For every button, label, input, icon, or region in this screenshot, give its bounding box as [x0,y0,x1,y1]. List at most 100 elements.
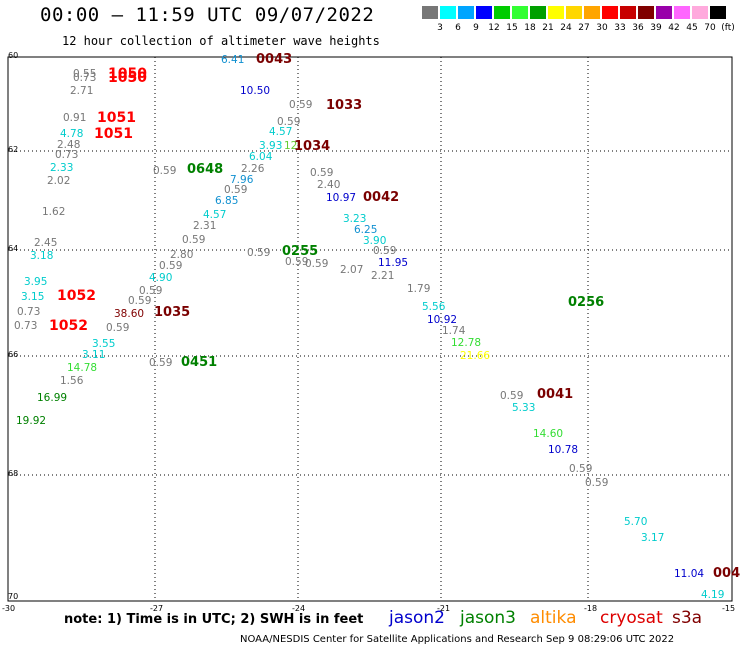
color-scale-swatch [656,6,672,19]
wave-height-value: 5.33 [512,402,536,414]
pass-time-label: 1051 [97,110,136,126]
wave-height-value: 4.57 [269,126,293,138]
pass-time-label: 004 [713,566,740,581]
color-scale-swatch [602,6,618,19]
wave-height-value: 0.73 [14,320,38,332]
color-scale-swatch [548,6,564,19]
latitude-label: 60 [8,51,19,60]
color-scale-swatch [620,6,636,19]
color-scale-swatch [674,6,690,19]
pass-time-label: 0648 [187,162,224,177]
pass-time-label: 1035 [154,305,191,320]
wave-height-value: 38.60 [114,308,145,320]
color-scale-swatch [476,6,492,19]
longitude-label: -30 [2,604,16,613]
wave-height-value: 0.59 [305,258,329,270]
wave-height-value: 0.59 [585,477,609,489]
pass-time-label: 0041 [537,387,574,402]
color-scale-label: 9 [473,23,479,33]
wave-height-value: 3.23 [343,213,367,225]
wave-height-value: 3.90 [363,235,387,247]
longitude-label: -27 [150,604,164,613]
wave-height-value: 11.95 [378,257,409,269]
wave-height-value: 2.31 [193,220,217,232]
wave-height-value: 0.59 [128,295,152,307]
satellite-s3a: s3a [672,608,703,628]
wave-height-value: 0.55 [73,68,97,80]
color-scale-label: 70 [704,23,716,33]
latitude-label: 68 [8,469,19,478]
wave-height-value: 4.78 [60,128,84,140]
wave-height-value: 0.59 [159,260,183,272]
wave-height-value: 4.19 [701,589,725,601]
wave-height-value: 10.78 [548,444,579,456]
satellite-cryosat: cryosat [600,608,663,628]
wave-height-value: 2.40 [317,179,341,191]
color-scale-swatch [422,6,438,19]
wave-height-value: 0.59 [569,463,593,475]
wave-height-value: 10.92 [427,314,458,326]
wave-height-value: 0.59 [224,184,248,196]
color-scale-swatch [494,6,510,19]
color-scale-label: 21 [542,23,554,33]
wave-height-value: 6.04 [249,151,273,163]
wave-height-value: 0.59 [153,165,177,177]
color-scale-label: 45 [686,23,698,33]
longitude-label: -24 [292,604,306,613]
latitude-label: 62 [8,145,19,154]
wave-height-value: 21.66 [460,350,491,362]
pass-time-label: 1051 [94,126,133,142]
latitude-label: 64 [8,244,19,253]
pass-time-label: 1050 [108,66,147,82]
wave-height-value: 3.93 [259,140,283,152]
color-scale-label: 18 [524,23,536,33]
wave-height-value: 2.33 [50,162,74,174]
wave-height-value: 6.85 [215,195,239,207]
wave-height-value: 0.59 [500,390,524,402]
wave-height-value: 14.78 [67,362,98,374]
wave-height-value: 0.59 [149,357,173,369]
color-scale-label: 15 [506,23,518,33]
wave-height-value: 4.90 [149,272,173,284]
wave-height-value: 12 [284,140,298,152]
color-scale-label: 6 [455,23,461,33]
wave-height-value: 16.99 [37,392,68,404]
wave-height-value: 12.78 [451,337,482,349]
longitude-label: -21 [437,604,451,613]
color-scale-swatch [440,6,456,19]
credit-footer: NOAA/NESDIS Center for Satellite Applica… [240,634,675,645]
page-title: 00:00 – 11:59 UTC 09/07/2022 [40,4,375,26]
units-note: note: 1) Time is in UTC; 2) SWH is in fe… [64,612,364,627]
wave-height-value: 0.59 [285,256,309,268]
wave-height-value: 3.55 [92,338,116,350]
wave-height-value: 0.59 [277,116,301,128]
wave-height-value: 5.70 [624,516,648,528]
longitude-label: -15 [722,604,736,613]
wave-height-value: 10.50 [240,85,271,97]
satellite-altika: altika [530,608,577,628]
color-scale-swatch [512,6,528,19]
wave-height-value: 3.17 [641,532,665,544]
color-scale-label: 27 [578,23,590,33]
wave-height-value: 14.60 [533,428,564,440]
color-scale-label: 33 [614,23,626,33]
color-scale-label: 42 [668,23,680,33]
wave-height-value: 3.95 [24,276,48,288]
longitude-label: -18 [584,604,598,613]
wave-height-value: 0.59 [373,245,397,257]
pass-time-label: 0451 [181,355,218,370]
wave-height-value: 2.07 [340,264,364,276]
wave-height-value: 3.11 [82,349,106,361]
wave-height-value: 19.92 [16,415,47,427]
wave-height-value: 7.96 [230,174,254,186]
wave-height-value: 0.59 [139,285,163,297]
pass-time-label: 0042 [363,190,400,205]
color-scale-label: 24 [560,23,572,33]
wave-height-value: 11.04 [674,568,705,580]
wave-height-value: 0.73 [55,149,79,161]
pass-time-label: 0043 [256,52,293,67]
page-subtitle: 12 hour collection of altimeter wave hei… [62,34,380,48]
wave-height-value: 2.45 [34,237,58,249]
wave-height-value: 2.21 [371,270,395,282]
